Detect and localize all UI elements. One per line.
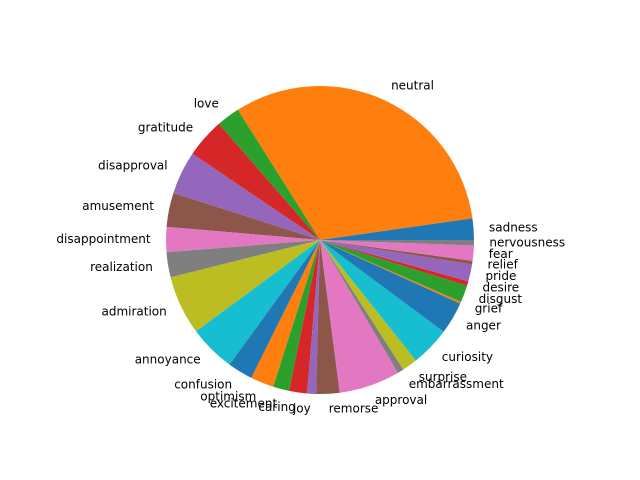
slice-label-annoyance: annoyance (135, 353, 201, 367)
slice-label-approval: approval (375, 393, 427, 407)
slice-label-gratitude: gratitude (138, 120, 193, 134)
slice-label-grief: grief (475, 302, 503, 316)
slice-label-disapproval: disapproval (98, 158, 168, 172)
pie-slice-desire (320, 240, 469, 286)
slice-label-relief: relief (488, 257, 519, 271)
slice-label-optimism: optimism (200, 389, 256, 403)
pie-slice-relief (320, 240, 473, 265)
pie-slice-grief (320, 240, 462, 304)
pie-slice-annoyance (196, 240, 320, 365)
slice-label-fear: fear (489, 247, 513, 261)
pie-slices (166, 86, 474, 394)
pie-slice-joy (307, 240, 320, 394)
pie-slice-disgust (320, 240, 468, 302)
pie-slice-realization (166, 240, 320, 278)
slice-label-disgust: disgust (479, 292, 523, 306)
pie-slice-gratitude (192, 123, 320, 240)
slice-label-love: love (194, 97, 219, 111)
slice-label-disappointment: disappointment (56, 232, 150, 246)
pie-slice-anger (320, 240, 461, 332)
slice-label-confusion: confusion (174, 377, 232, 391)
pie-slice-amusement (166, 192, 320, 240)
slice-label-sadness: sadness (489, 220, 538, 234)
slice-label-surprise: surprise (419, 370, 467, 384)
slice-label-remorse: remorse (329, 402, 379, 416)
slice-label-amusement: amusement (82, 199, 154, 213)
pie-slice-disapproval (173, 153, 320, 240)
pie-slice-remorse (316, 240, 340, 394)
slice-label-nervousness: nervousness (489, 236, 565, 250)
pie-slice-caring (289, 240, 320, 394)
pie-slice-confusion (229, 240, 320, 378)
pie-slice-disappointment (166, 226, 320, 253)
pie-slice-admiration (170, 240, 320, 332)
slice-label-desire: desire (482, 280, 519, 294)
slice-label-excitement: excitement (210, 396, 278, 410)
pie-slice-pride (320, 240, 473, 282)
slice-label-pride: pride (485, 269, 516, 283)
pie-slice-nervousness (320, 240, 474, 246)
pie-slice-neutral (237, 86, 473, 240)
pie-slice-fear (320, 240, 474, 261)
slice-label-anger: anger (466, 318, 501, 332)
pie-slice-excitement (273, 240, 320, 391)
slice-label-caring: caring (258, 400, 295, 414)
pie-slice-curiosity (320, 240, 444, 361)
slice-label-admiration: admiration (101, 305, 166, 319)
pie-slice-sadness (320, 218, 474, 240)
pie-slice-approval (320, 240, 398, 393)
slice-label-curiosity: curiosity (442, 350, 493, 364)
slice-label-neutral: neutral (391, 79, 434, 93)
pie-slice-embarrassment (320, 240, 404, 373)
pie-slice-love (218, 109, 320, 241)
slice-label-embarrassment: embarrassment (409, 377, 504, 391)
pie-slice-surprise (320, 240, 416, 370)
slice-label-joy: joy (292, 402, 311, 416)
pie-slice-optimism (251, 240, 320, 387)
slice-label-realization: realization (90, 260, 153, 274)
